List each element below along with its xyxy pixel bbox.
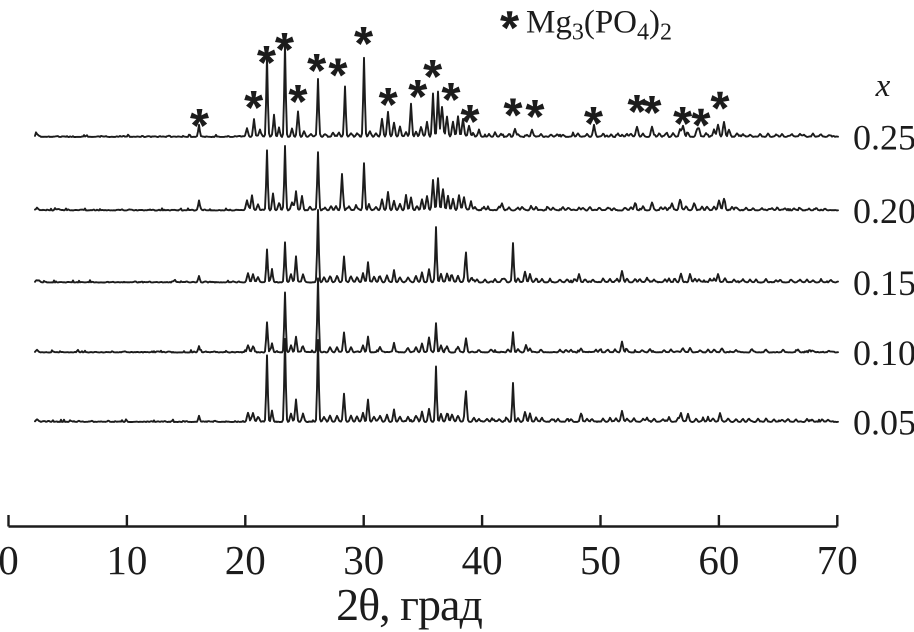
svg-text:0.20: 0.20 <box>853 191 914 231</box>
svg-text:0.25: 0.25 <box>853 118 914 158</box>
svg-text:Mg3(PO4)2: Mg3(PO4)2 <box>526 5 672 46</box>
svg-text:20: 20 <box>225 537 266 583</box>
svg-text:60: 60 <box>698 537 739 583</box>
svg-text:30: 30 <box>343 537 384 583</box>
svg-text:0: 0 <box>0 537 19 583</box>
svg-text:40: 40 <box>462 537 503 583</box>
svg-text:0.05: 0.05 <box>853 403 914 443</box>
svg-text:0.15: 0.15 <box>853 263 914 303</box>
svg-text:0.10: 0.10 <box>853 333 914 373</box>
svg-text:50: 50 <box>580 537 621 583</box>
svg-text:70: 70 <box>817 537 858 583</box>
svg-text:2θ, град: 2θ, град <box>336 579 482 630</box>
svg-text:10: 10 <box>106 537 147 583</box>
svg-text:x: x <box>875 68 891 104</box>
